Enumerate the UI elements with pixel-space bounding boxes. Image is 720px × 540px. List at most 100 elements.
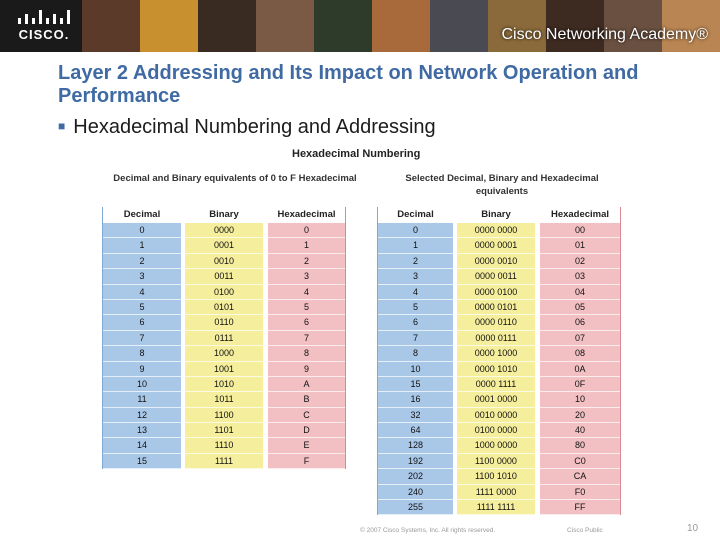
table-cell: 1010 [185,376,263,393]
table-cell: 0000 0111 [457,330,535,347]
table-cell: 0000 0000 [457,223,535,239]
left-table-caption: Decimal and Binary equivalents of 0 to F… [113,173,357,184]
column-header: Binary [457,207,535,223]
table-cell: 0010 [185,253,263,270]
table-cell: 1100 0000 [457,453,535,470]
right-binary-column: Binary 0000 0000 0000 0001 0000 0010 0000 0… [457,207,535,516]
right-table-caption: Selected Decimal, Binary and Hexadecimal… [405,173,599,197]
table-cell: 1111 0000 [457,484,535,501]
table-cell: 05 [540,299,620,316]
table-cell: CA [540,469,620,485]
table-cell: 3 [103,269,181,285]
table-cell: 0000 0100 [457,284,535,300]
table-cell: 11 [103,392,181,408]
table-cell: 16 [378,392,453,408]
page-number: 10 [687,523,699,534]
table-cell: F0 [540,484,620,501]
table-cell: FF [540,500,620,516]
table-cell: 12 [103,407,181,424]
table-cell: 0110 [185,315,263,331]
table-cell: 1111 1111 [457,500,535,516]
table-cell: 8 [268,346,345,362]
table-cell: 5 [103,299,181,316]
table-cell: 03 [540,269,620,285]
column-header: Hexadecimal [268,207,345,223]
table-cell: 0 [268,223,345,239]
table-cell: 0001 [185,238,263,254]
table-cell: 01 [540,238,620,254]
table-cell: 08 [540,346,620,362]
slide-bullet: ■ Hexadecimal Numbering and Addressing [58,115,436,141]
table-cell: 14 [103,438,181,454]
bullet-text: Hexadecimal Numbering and Addressing [73,116,436,138]
table-cell: E [268,438,345,454]
table-cell: 0001 0000 [457,392,535,408]
table-cell: 0 [103,223,181,239]
table-cell: 6 [378,315,453,331]
left-binary-column: Binary 0000 0001 0010 0011 0100 0101 0110 0111 1… [185,207,263,470]
table-cell: 9 [103,361,181,377]
table-cell: 06 [540,315,620,331]
right-hex-column: Hexadecimal 00 01 02 03 04 05 06 07 08 0A 0F 10 20 40… [540,207,621,516]
table-cell: 0101 [185,299,263,316]
table-cell: 15 [378,376,453,393]
table-cell: 20 [540,407,620,424]
table-cell: F [268,453,345,470]
table-cell: 5 [268,299,345,316]
table-cell: A [268,376,345,393]
table-cell: 0111 [185,330,263,347]
table-cell: 4 [103,284,181,300]
table-cell: 192 [378,453,453,470]
cisco-bars-icon [16,8,72,24]
table-cell: 1100 [185,407,263,424]
table-cell: 1000 0000 [457,438,535,454]
table-cell: 3 [268,269,345,285]
table-cell: 0000 0001 [457,238,535,254]
table-cell: 1110 [185,438,263,454]
academy-brand: Cisco Networking Academy® [501,26,708,43]
header-banner: CISCO. Cisco Networking Academy® [0,0,720,52]
table-cell: 128 [378,438,453,454]
table-cell: 1 [103,238,181,254]
bullet-square-icon: ■ [58,119,66,133]
table-cell: 7 [103,330,181,347]
table-cell: 1011 [185,392,263,408]
table-cell: 04 [540,284,620,300]
table-cell: 1101 [185,423,263,439]
table-cell: 7 [378,330,453,347]
column-header: Decimal [103,207,181,223]
banner-photos [82,0,720,52]
table-cell: 240 [378,484,453,501]
table-cell: 0100 0000 [457,423,535,439]
table-cell: 13 [103,423,181,439]
table-cell: 0011 [185,269,263,285]
table-cell: 0 [378,223,453,239]
table-cell: 10 [103,376,181,393]
table-cell: 7 [268,330,345,347]
table-cell: 0000 0101 [457,299,535,316]
table-cell: 0000 1111 [457,376,535,393]
table-cell: 0000 [185,223,263,239]
table-cell: 64 [378,423,453,439]
table-cell: 80 [540,438,620,454]
right-decimal-column: Decimal 0 1 2 3 4 5 6 7 8 10 15 16 32 64 128 192 202 240 2… [377,207,453,516]
table-cell: 1 [378,238,453,254]
table-cell: 5 [378,299,453,316]
table-cell: 2 [103,253,181,270]
table-cell: 0000 0110 [457,315,535,331]
table-cell: 32 [378,407,453,424]
table-cell: 0010 0000 [457,407,535,424]
table-cell: 40 [540,423,620,439]
cisco-wordmark: CISCO. [18,27,70,42]
cisco-logo: CISCO. [14,8,74,44]
table-cell: 00 [540,223,620,239]
table-cell: 202 [378,469,453,485]
table-cell: B [268,392,345,408]
table-cell: 6 [103,315,181,331]
slide-title: Layer 2 Addressing and Its Impact on Net… [58,62,639,107]
table-cell: 0000 0011 [457,269,535,285]
column-header: Binary [185,207,263,223]
table-cell: C [268,407,345,424]
table-cell: 10 [540,392,620,408]
figure-heading: Hexadecimal Numbering [292,148,421,160]
